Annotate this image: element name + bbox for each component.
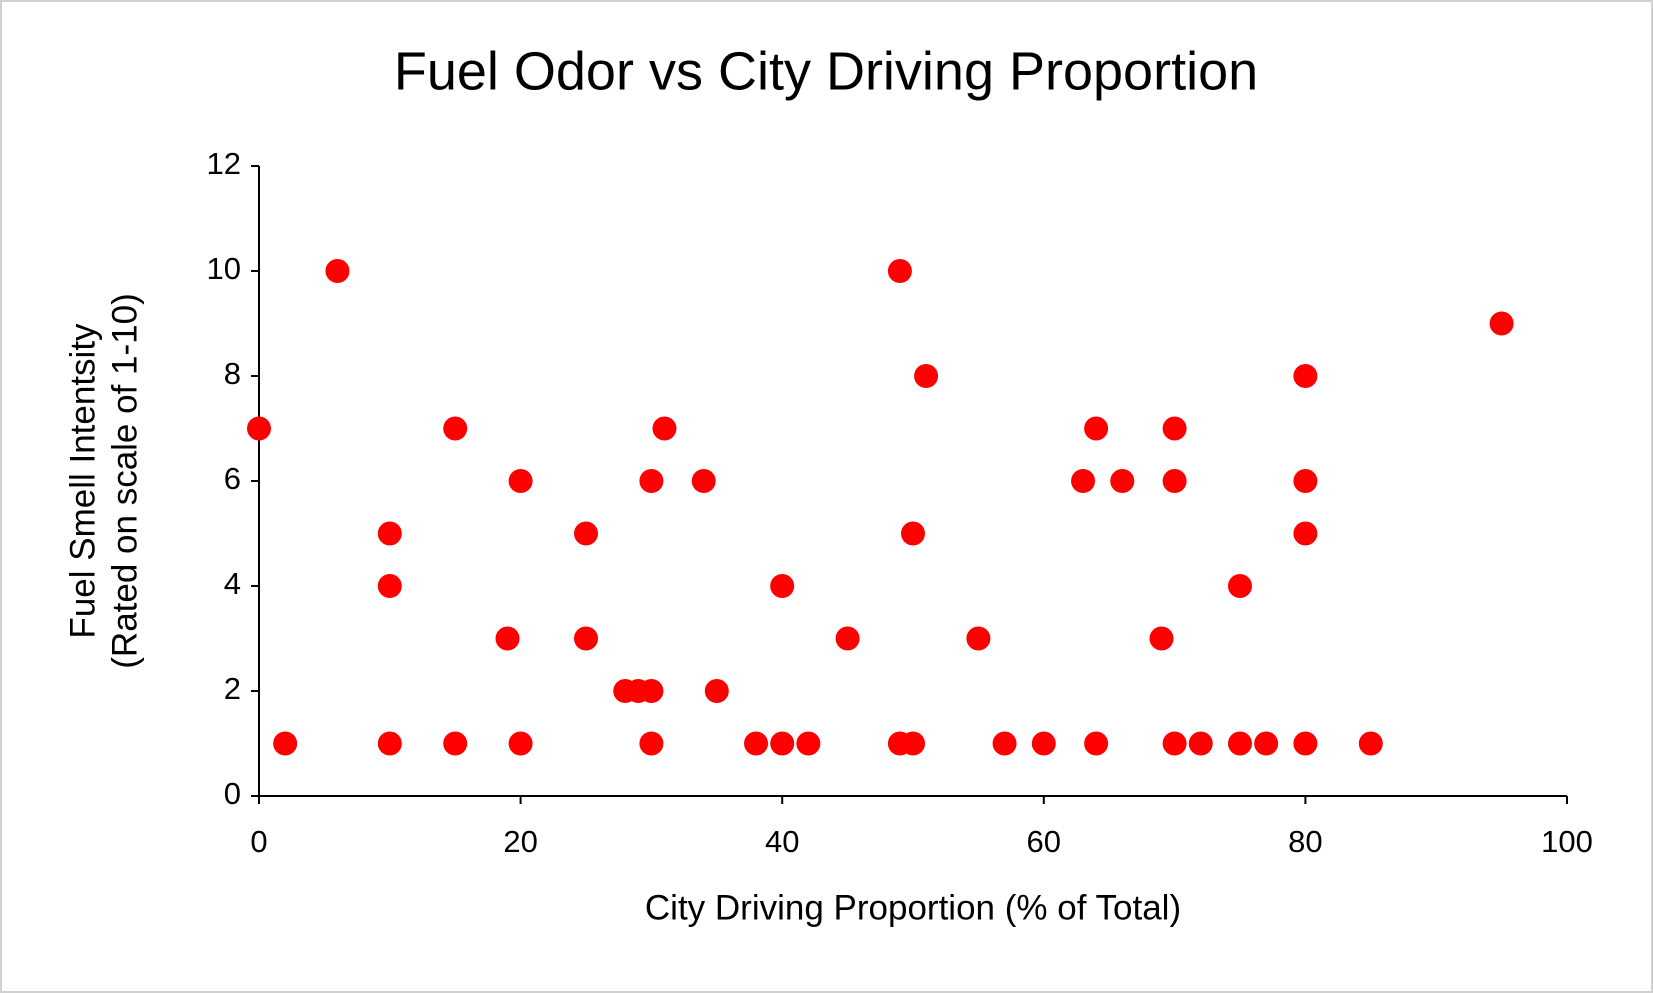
point	[770, 731, 795, 756]
x-tick-label: 100	[1541, 824, 1593, 859]
point	[639, 679, 664, 703]
x-tick-label: 60	[1027, 824, 1061, 859]
y-tick-label: 8	[224, 356, 241, 391]
point	[835, 626, 860, 651]
point	[508, 469, 533, 493]
point	[652, 416, 677, 441]
point	[377, 731, 402, 756]
point	[901, 521, 925, 546]
point	[495, 626, 520, 651]
point	[1254, 731, 1279, 756]
point	[1110, 469, 1135, 493]
point	[1293, 731, 1318, 756]
point	[1084, 416, 1109, 441]
point	[992, 731, 1017, 756]
point	[1358, 731, 1383, 756]
y-tick-label: 10	[207, 251, 241, 286]
y-axis-title: Fuel Smell Intentsity (Rated on scale of…	[63, 293, 144, 668]
point	[273, 731, 298, 756]
point	[1162, 731, 1187, 756]
point	[1293, 521, 1318, 546]
point	[914, 364, 939, 388]
x-tick-label: 40	[765, 824, 799, 859]
point	[574, 626, 598, 651]
point	[691, 469, 716, 493]
point	[639, 469, 664, 493]
point	[1489, 311, 1514, 336]
point	[639, 731, 664, 756]
point	[377, 574, 402, 598]
point	[1162, 416, 1187, 441]
y-tick-label: 12	[207, 146, 241, 181]
point	[443, 731, 468, 756]
y-tick-label: 0	[224, 776, 241, 811]
y-axis-title-line: Fuel Smell Intentsity	[63, 323, 102, 639]
point	[1084, 731, 1109, 756]
point	[796, 731, 821, 756]
point	[770, 574, 795, 598]
chart-title: Fuel Odor vs City Driving Proportion	[394, 41, 1258, 101]
point	[744, 731, 769, 756]
point	[966, 626, 991, 651]
x-tick-label: 0	[250, 824, 267, 859]
y-axis-title-line: (Rated on scale of 1-10)	[105, 293, 144, 668]
point	[325, 259, 350, 283]
point	[1293, 469, 1318, 493]
point	[377, 521, 402, 546]
x-tick-label: 20	[503, 824, 537, 859]
point	[508, 731, 533, 756]
y-tick-label: 4	[224, 566, 241, 601]
point	[1293, 364, 1318, 388]
y-tick-label: 6	[224, 461, 241, 496]
x-axis-title: City Driving Proportion (% of Total)	[645, 888, 1181, 927]
point	[1071, 469, 1096, 493]
point	[1228, 574, 1252, 598]
point	[247, 416, 271, 441]
point	[1188, 731, 1213, 756]
point	[704, 679, 729, 703]
point	[887, 259, 912, 283]
point	[574, 521, 598, 546]
point	[1031, 731, 1056, 756]
x-tick-label: 80	[1288, 824, 1322, 859]
point	[443, 416, 468, 441]
point	[1228, 731, 1252, 756]
point	[1162, 469, 1187, 493]
point	[901, 731, 925, 756]
y-tick-label: 2	[224, 671, 241, 706]
point	[1149, 626, 1174, 651]
